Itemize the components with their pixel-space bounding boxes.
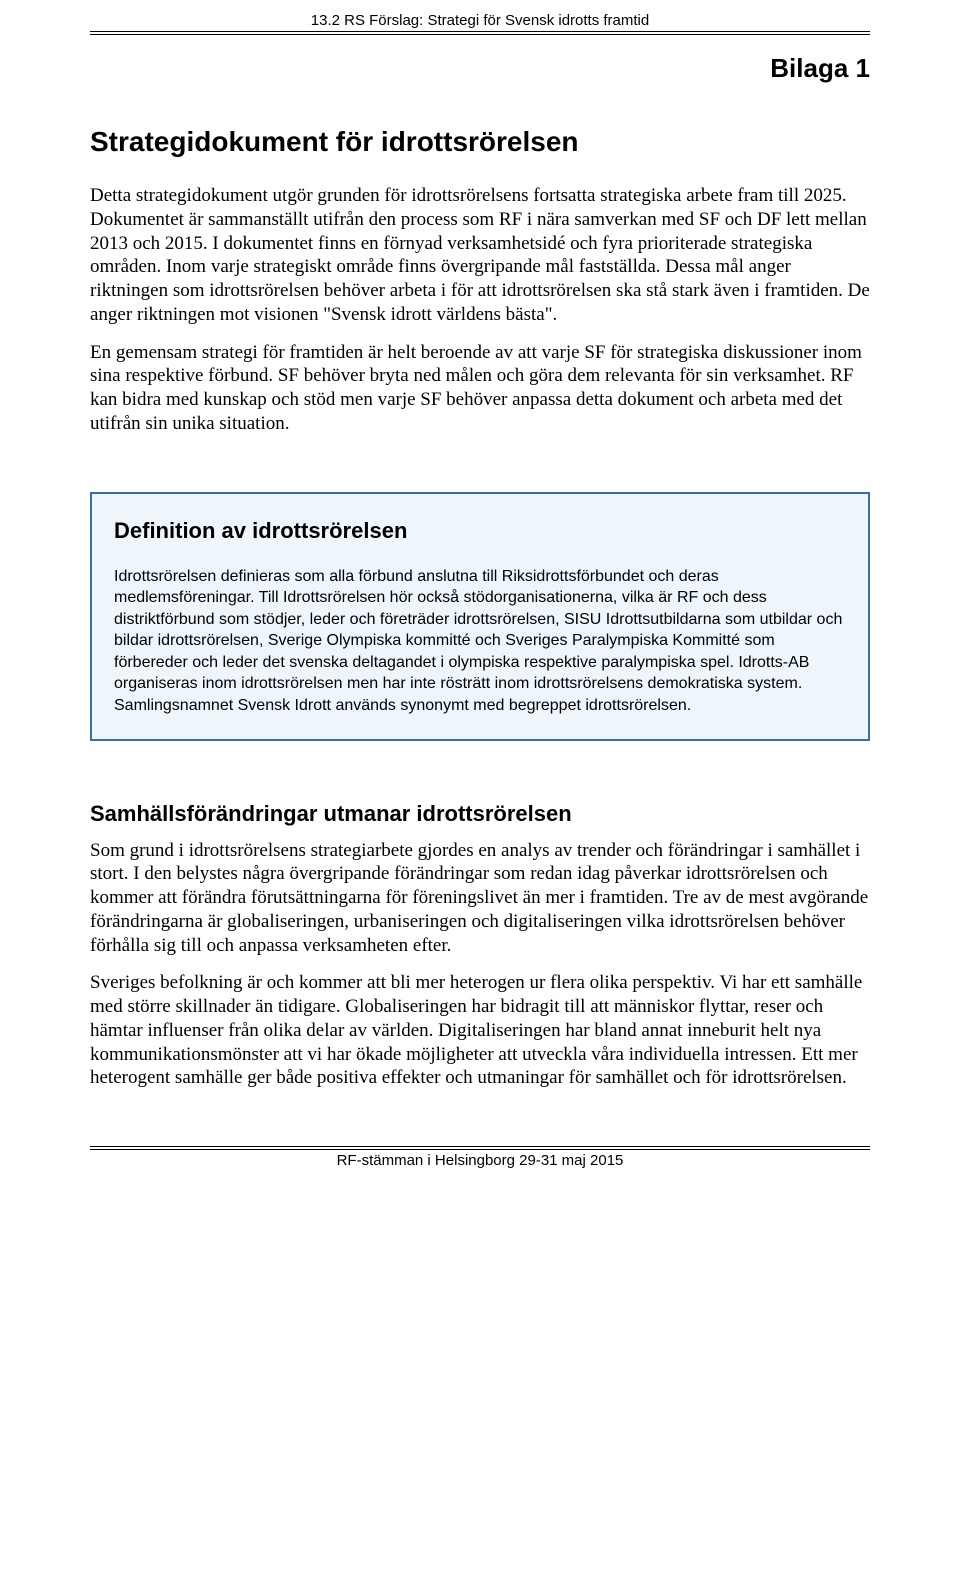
page-footer: RF-stämman i Helsingborg 29-31 maj 2015 xyxy=(90,1146,870,1169)
footer-rule: RF-stämman i Helsingborg 29-31 maj 2015 xyxy=(90,1149,870,1169)
section2-paragraph-2: Sveriges befolkning är och kommer att bl… xyxy=(90,971,870,1090)
definition-title: Definition av idrottsrörelsen xyxy=(114,518,846,544)
intro-paragraph-2: En gemensam strategi för framtiden är he… xyxy=(90,341,870,436)
footer-text: RF-stämman i Helsingborg 29-31 maj 2015 xyxy=(90,1152,870,1169)
section2-paragraph-1: Som grund i idrottsrörelsens strategiarb… xyxy=(90,839,870,958)
running-header: 13.2 RS Förslag: Strategi för Svensk idr… xyxy=(90,12,870,32)
section-title-changes: Samhällsförändringar utmanar idrottsröre… xyxy=(90,801,870,827)
main-title: Strategidokument för idrottsrörelsen xyxy=(90,126,870,158)
definition-box: Definition av idrottsrörelsen Idrottsrör… xyxy=(90,492,870,741)
attachment-label: Bilaga 1 xyxy=(90,53,870,84)
document-page: 13.2 RS Förslag: Strategi för Svensk idr… xyxy=(0,0,960,1209)
intro-paragraph-1: Detta strategidokument utgör grunden för… xyxy=(90,184,870,327)
header-rule xyxy=(90,34,870,35)
definition-text: Idrottsrörelsen definieras som alla förb… xyxy=(114,566,846,717)
